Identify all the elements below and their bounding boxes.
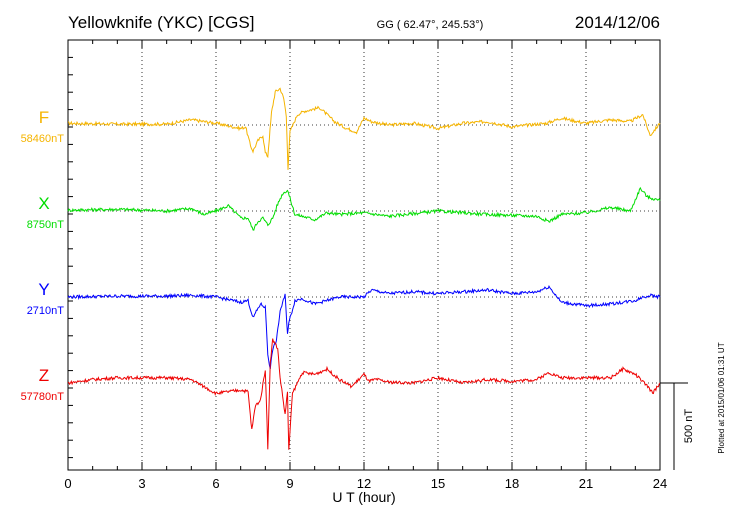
baseline-value-y: 2710nT — [27, 305, 65, 317]
x-tick-label: 18 — [505, 476, 519, 491]
series-line-f — [68, 87, 661, 170]
x-tick-label: 0 — [64, 476, 71, 491]
series-line-x — [67, 186, 661, 231]
baseline-value-f: 58460nT — [21, 133, 65, 145]
axis-ticks — [67, 39, 661, 470]
x-axis-label: U T (hour) — [332, 489, 395, 505]
series-labels: F 58460nT X 8750nT Y 2710nT Z 57780nT — [21, 108, 65, 403]
baseline-value-z: 57780nT — [21, 391, 65, 403]
series-name-f: F — [39, 108, 49, 127]
scale-bar-label: 500 nT — [683, 409, 695, 444]
series-line-z — [67, 338, 661, 450]
x-tick-label: 12 — [357, 476, 371, 491]
x-tick-label: 3 — [138, 476, 145, 491]
series-name-x: X — [38, 194, 49, 213]
date-label: 2014/12/06 — [575, 13, 660, 32]
series-group — [67, 87, 661, 450]
x-tick-label: 15 — [431, 476, 445, 491]
series-name-z: Z — [39, 366, 49, 385]
grid — [68, 40, 660, 470]
baseline-value-x: 8750nT — [27, 219, 65, 231]
x-tick-label: 6 — [212, 476, 219, 491]
scale-bar: 500 nT — [660, 382, 695, 470]
plotted-timestamp: Plotted at 2015/01/06 01:31 UT — [717, 342, 726, 453]
x-tick-labels: 0 3 6 9 12 15 18 21 24 — [64, 476, 667, 491]
series-name-y: Y — [38, 280, 49, 299]
x-tick-label: 9 — [286, 476, 293, 491]
x-tick-label: 24 — [653, 476, 667, 491]
station-title: Yellowknife (YKC) [CGS] — [68, 13, 254, 32]
coordinates-label: GG ( 62.47°, 245.53°) — [377, 19, 484, 31]
x-tick-label: 21 — [579, 476, 593, 491]
series-line-y — [67, 285, 661, 370]
